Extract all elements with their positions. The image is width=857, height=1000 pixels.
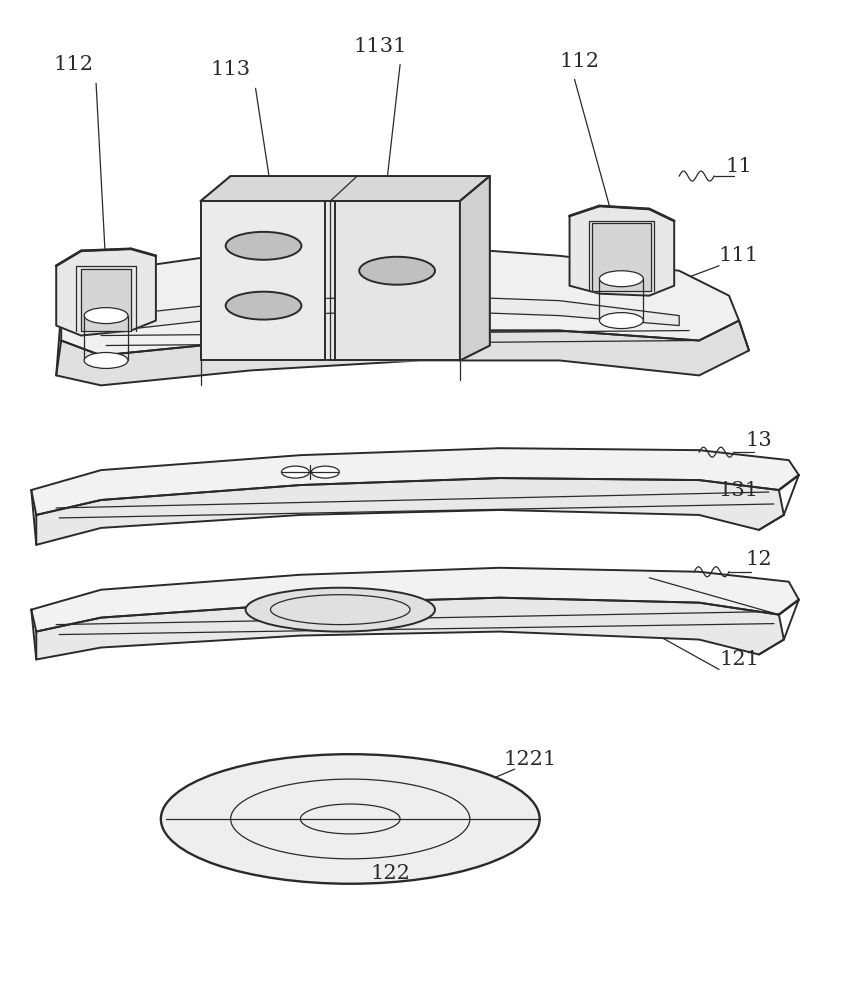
Text: 11: 11 <box>726 157 752 176</box>
Text: 112: 112 <box>560 52 600 71</box>
Polygon shape <box>460 176 490 360</box>
Ellipse shape <box>84 352 128 368</box>
Polygon shape <box>32 448 799 515</box>
Polygon shape <box>201 201 326 360</box>
Ellipse shape <box>599 313 644 329</box>
Polygon shape <box>36 598 784 659</box>
Text: 1221: 1221 <box>503 750 556 769</box>
Ellipse shape <box>359 257 435 285</box>
Text: 1131: 1131 <box>353 37 407 56</box>
Ellipse shape <box>281 466 309 478</box>
Polygon shape <box>61 246 739 355</box>
Polygon shape <box>201 201 460 360</box>
Polygon shape <box>592 223 651 291</box>
Polygon shape <box>57 249 156 336</box>
Ellipse shape <box>311 466 339 478</box>
Polygon shape <box>32 568 799 632</box>
Ellipse shape <box>84 308 128 324</box>
Text: 113: 113 <box>211 60 251 79</box>
Polygon shape <box>116 296 680 331</box>
Polygon shape <box>201 176 490 201</box>
Ellipse shape <box>246 588 435 632</box>
Polygon shape <box>81 269 131 331</box>
Text: 112: 112 <box>53 55 93 74</box>
Polygon shape <box>460 176 490 360</box>
Text: 121: 121 <box>719 650 759 669</box>
Text: 122: 122 <box>370 864 410 883</box>
Ellipse shape <box>225 232 302 260</box>
Ellipse shape <box>161 754 540 884</box>
Ellipse shape <box>225 292 302 320</box>
Polygon shape <box>36 478 784 545</box>
Polygon shape <box>335 201 460 360</box>
Text: 131: 131 <box>719 481 759 500</box>
Text: 13: 13 <box>746 431 772 450</box>
Text: 111: 111 <box>719 246 759 265</box>
Polygon shape <box>570 206 674 296</box>
Polygon shape <box>57 321 749 385</box>
Ellipse shape <box>599 271 644 287</box>
Text: 12: 12 <box>746 550 772 569</box>
Polygon shape <box>201 176 490 201</box>
